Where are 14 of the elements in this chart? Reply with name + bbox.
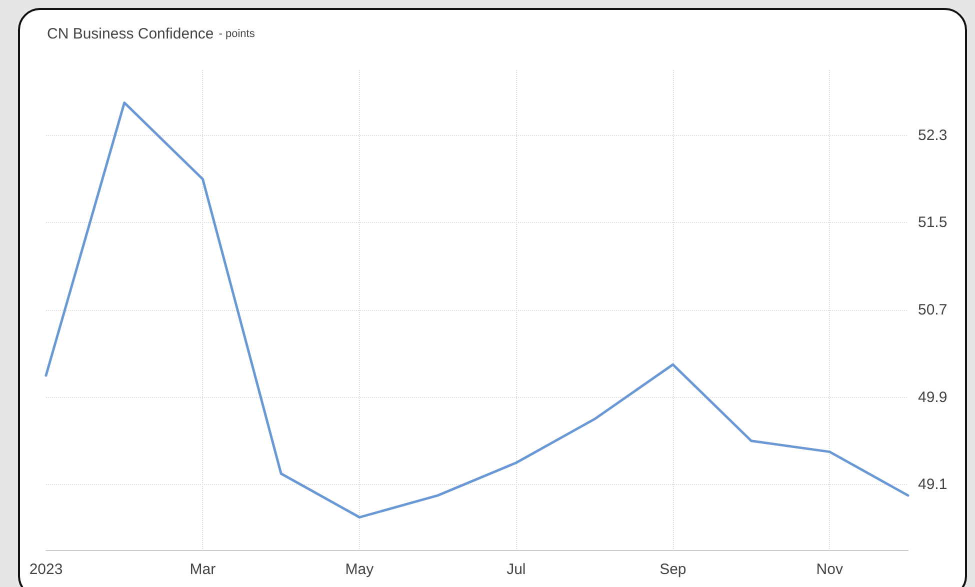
- chart-title: CN Business Confidence: [47, 26, 214, 42]
- y-tick-label: 49.9: [918, 388, 948, 406]
- line-series: [44, 101, 910, 519]
- x-tick-label: Jul: [506, 561, 526, 578]
- x-tick-label: May: [345, 561, 374, 578]
- y-tick-label: 52.3: [918, 126, 948, 144]
- x-tick-label: Mar: [190, 561, 216, 578]
- y-tick-label: 49.1: [918, 476, 948, 494]
- chart-subtitle: - points: [218, 28, 256, 40]
- x-tick-label: Sep: [660, 561, 686, 578]
- x-tick-label: 2023: [29, 561, 63, 578]
- y-tick-label: 51.5: [918, 214, 948, 232]
- y-tick-label: 50.7: [918, 302, 948, 318]
- x-tick-label: Nov: [816, 561, 844, 578]
